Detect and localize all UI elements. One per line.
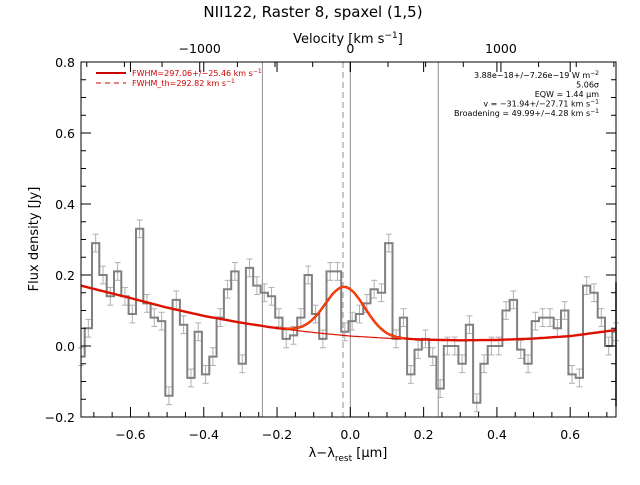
y-tick-label: 0.2 [55, 268, 75, 283]
line-profile-overlay [285, 286, 405, 339]
top-tick-label: 0 [346, 41, 354, 56]
y-tick-label: 0.8 [55, 55, 75, 70]
legend: FWHM=297.06+/−25.46 km s−1FWHM_th=292.82… [96, 68, 262, 88]
chart-title: NII122, Raster 8, spaxel (1,5) [203, 3, 422, 21]
top-axis-label-text: Velocity [km s [293, 32, 385, 47]
x-tick-label: −0.4 [189, 427, 219, 442]
x-tick-label: 0.2 [414, 427, 434, 442]
x-axis-label-unit: [μm] [352, 446, 387, 461]
annotation-text: 5.06σ [576, 81, 599, 90]
annotation-text: Broadening = 49.99+/−4.28 km s−1 [454, 108, 599, 118]
top-axis-label: Velocity [km s−1] [293, 31, 403, 47]
x-tick-label: −0.2 [262, 427, 292, 442]
x-tick-label: 0.4 [487, 427, 507, 442]
x-axis-label-sub: rest [335, 454, 353, 464]
legend-label: FWHM_th=292.82 km s−1 [132, 78, 235, 88]
annotation-text: v = −31.94+/−27.71 km s−1 [483, 99, 599, 109]
y-tick-label: 0.4 [55, 197, 75, 212]
x-tick-label: −0.6 [115, 427, 145, 442]
top-tick-label: −1000 [179, 41, 221, 56]
annotation-text: EQW = 1.44 μm [535, 90, 599, 99]
top-axis-label-end: ] [398, 32, 403, 47]
y-tick-label: 0.0 [55, 339, 75, 354]
y-tick-label: −0.2 [45, 410, 75, 425]
x-tick-label: 0.6 [560, 427, 580, 442]
top-axis-label-sup: −1 [384, 31, 397, 41]
legend-label: FWHM=297.06+/−25.46 km s−1 [132, 68, 262, 78]
top-tick-label: 1000 [485, 41, 517, 56]
x-tick-label: 0.0 [340, 427, 360, 442]
x-axis-label-text: λ−λ [309, 446, 336, 461]
axes-layer: −0.6 −0.4 −0.2 0.0 0.2 0.4 0.6 −1000 0 1000 −0.2 0.… [45, 41, 617, 442]
annotation-text: 3.88e−18+/−7.26e−19 W m−2 [474, 70, 599, 80]
y-axis-label: Flux density [Jy] [27, 187, 42, 292]
reference-lines [261, 62, 439, 417]
data-layer [78, 219, 619, 413]
x-axis-label: λ−λrest [μm] [309, 446, 388, 464]
y-tick-label: 0.6 [55, 126, 75, 141]
